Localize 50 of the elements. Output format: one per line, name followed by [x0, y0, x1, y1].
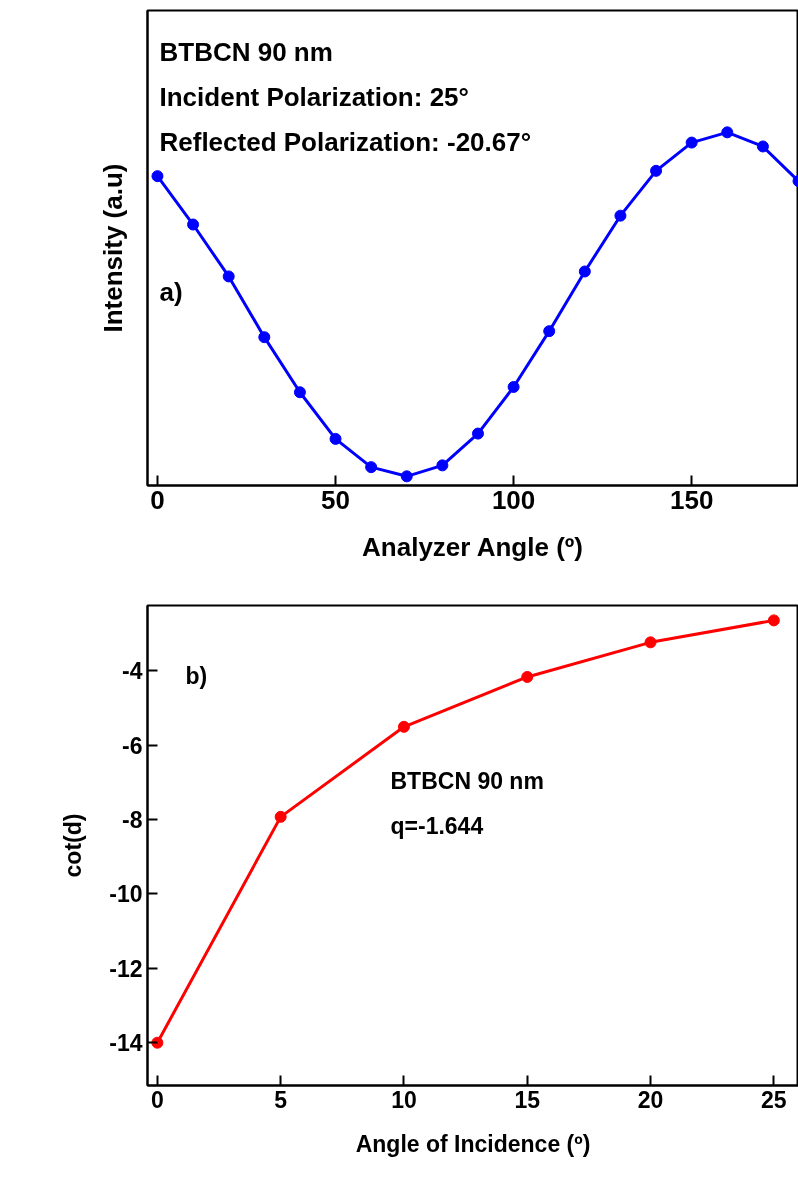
point	[436, 459, 449, 472]
point	[614, 209, 627, 222]
y-axis-title: cot(d)	[60, 813, 87, 878]
point	[329, 432, 342, 445]
annotation: b)	[185, 662, 208, 689]
point	[543, 325, 556, 338]
x-tick-label: 0	[150, 1086, 164, 1113]
point	[365, 461, 378, 474]
point	[258, 331, 271, 344]
text: BTBCN 90 nm	[159, 36, 333, 67]
point	[767, 614, 780, 627]
point	[644, 636, 657, 649]
point	[578, 265, 591, 278]
y-tick-label: -12	[109, 955, 143, 982]
x-tick-label: 50	[321, 484, 350, 515]
x-axis-title: Analyzer Angle (º)	[362, 531, 583, 562]
text: Incident Polarization: 25°	[159, 81, 469, 112]
point	[397, 720, 410, 733]
y-tick-label: -10	[109, 881, 143, 908]
x-tick-label: 10	[391, 1086, 417, 1113]
y-axis-title: Intensity (a.u)	[97, 163, 128, 333]
y-tick-label: -14	[109, 1030, 143, 1057]
point	[721, 126, 734, 139]
point	[400, 470, 413, 483]
point	[521, 670, 534, 683]
y-tick-label: -4	[122, 658, 143, 685]
x-tick-label: 150	[669, 484, 714, 515]
y-tick-label: -8	[122, 806, 143, 833]
point	[507, 380, 520, 393]
x-tick-label: 5	[274, 1086, 288, 1113]
x-tick-label: 100	[491, 484, 536, 515]
y-tick-label: -6	[122, 732, 143, 759]
annotation: Reflected Polarization: -20.67°	[159, 126, 532, 157]
annotation: a)	[159, 276, 183, 307]
point	[222, 270, 235, 283]
annotation: BTBCN 90 nm	[390, 767, 544, 794]
point	[650, 164, 663, 177]
x-tick-label: 20	[637, 1086, 664, 1113]
x-tick-label: 0	[150, 484, 165, 515]
x-axis-title: Angle of Incidence (º)	[355, 1130, 591, 1157]
point	[274, 810, 287, 823]
point	[471, 427, 484, 440]
point	[293, 386, 306, 399]
x-tick-label: 25	[761, 1086, 787, 1113]
point	[151, 170, 164, 183]
point	[187, 218, 200, 231]
point	[685, 136, 698, 149]
annotation: q=-1.644	[390, 812, 484, 839]
x-tick-label: 15	[514, 1086, 541, 1113]
point	[756, 140, 769, 153]
